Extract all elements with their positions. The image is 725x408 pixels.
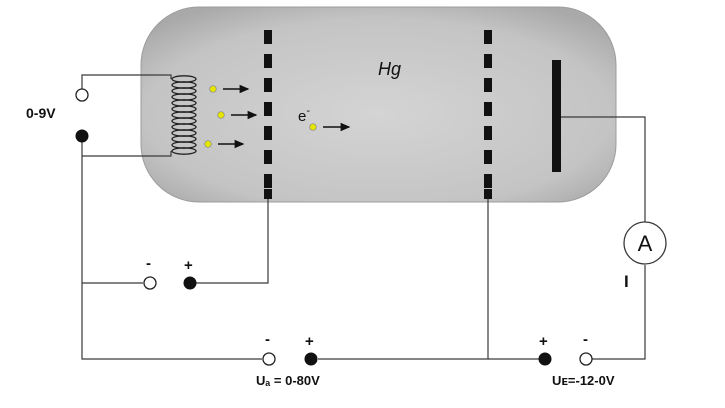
acc-plus-terminal: [304, 352, 318, 366]
heater-wire-top: [81, 74, 172, 91]
acc-plus-sign: +: [305, 333, 314, 350]
electron-label: e-: [298, 105, 310, 125]
grid-plus-terminal: [183, 276, 197, 290]
anode-plate: [552, 60, 561, 172]
ret-plus-sign: +: [539, 333, 548, 350]
tube: [140, 6, 617, 203]
electron-dot: [204, 140, 212, 148]
grid-2: [484, 30, 492, 199]
heater-wire-bottom: [81, 136, 172, 157]
acc-voltage-label: Uₐ = 0-80V: [256, 373, 320, 388]
electron-dot: [309, 123, 317, 131]
electron-dot: [209, 85, 217, 93]
acc-minus-terminal: [262, 352, 276, 366]
electrons: [204, 84, 351, 149]
ret-plus-terminal: [538, 352, 552, 366]
grid1-lead: [191, 199, 269, 284]
ammeter-icon: A: [623, 221, 667, 265]
electron-dot: [217, 111, 225, 119]
wires: [81, 74, 646, 360]
heater-terminal-solid: [75, 129, 89, 143]
ret-minus-sign: -: [583, 331, 588, 348]
electron-superscript: -: [306, 105, 310, 117]
ammeter-label: A: [638, 231, 653, 256]
ret-minus-terminal: [579, 352, 593, 366]
heater-terminal-open: [75, 88, 89, 102]
grid-minus-sign: -: [146, 255, 151, 272]
acc-minus-sign: -: [265, 331, 270, 348]
current-label: I: [624, 272, 629, 291]
ret-voltage-label: Uᴇ=-12-0V: [552, 373, 615, 388]
grid-1: [264, 30, 272, 199]
grid-minus-terminal: [143, 276, 157, 290]
heater-voltage-label: 0-9V: [26, 105, 56, 121]
left-return-wire: [81, 156, 262, 360]
filament-coil-icon: [171, 75, 197, 155]
gas-label: Hg: [378, 59, 401, 79]
anode-lead: [561, 116, 646, 222]
grid-plus-sign: +: [184, 257, 193, 274]
acc-plus-wire: [318, 199, 489, 360]
ammeter-return: [592, 265, 646, 360]
